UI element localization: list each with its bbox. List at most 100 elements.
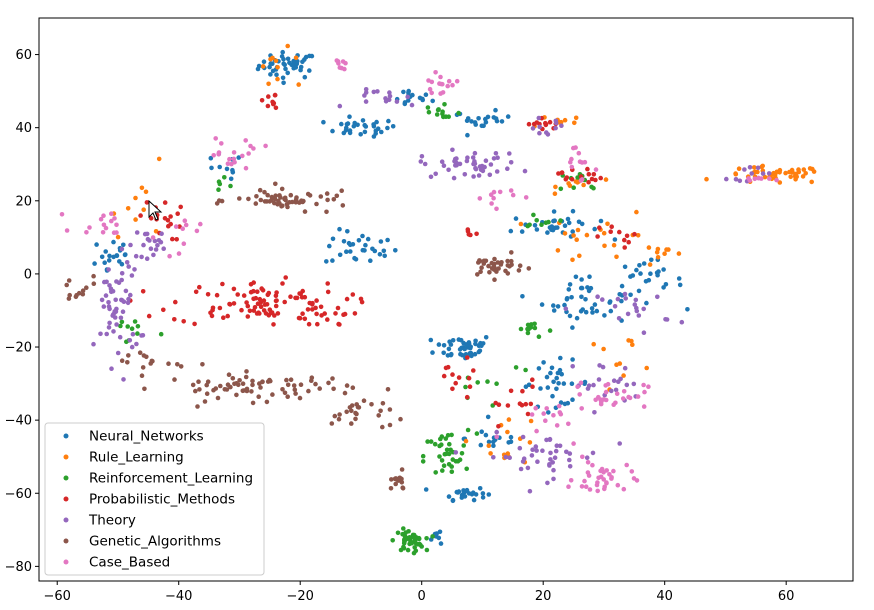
- data-point: [175, 362, 180, 367]
- data-point: [508, 188, 514, 193]
- data-point: [112, 216, 117, 221]
- data-point: [350, 292, 356, 297]
- data-point: [448, 342, 454, 347]
- data-point: [647, 262, 653, 267]
- data-point: [592, 302, 598, 307]
- data-point: [520, 294, 525, 299]
- data-point: [525, 330, 531, 336]
- data-point: [623, 296, 628, 301]
- data-point: [508, 434, 514, 440]
- data-point: [465, 116, 471, 121]
- data-point: [566, 220, 572, 226]
- y-axis: −80 −60 −40 −20 0 20 40 60: [5, 48, 39, 575]
- data-point: [350, 385, 356, 391]
- data-point: [167, 253, 172, 259]
- data-point: [297, 315, 303, 321]
- data-point: [762, 174, 768, 180]
- data-point: [622, 291, 628, 297]
- data-point: [389, 477, 394, 482]
- data-point: [469, 119, 474, 124]
- data-point: [631, 476, 637, 481]
- data-point: [551, 476, 556, 482]
- series-reinforcement-learning: [118, 102, 596, 556]
- data-point: [604, 468, 609, 473]
- data-point: [87, 225, 92, 230]
- data-point: [300, 288, 306, 294]
- data-point: [513, 216, 519, 221]
- data-point: [425, 439, 430, 444]
- data-point: [80, 288, 86, 294]
- data-point: [549, 224, 555, 229]
- data-point: [285, 43, 291, 49]
- data-point: [406, 529, 411, 534]
- data-point: [273, 293, 279, 299]
- legend-label: Neural_Networks: [89, 429, 204, 445]
- data-point: [424, 547, 430, 553]
- data-point: [491, 443, 496, 449]
- data-point: [237, 378, 242, 383]
- data-point: [119, 297, 125, 303]
- data-point: [453, 380, 459, 386]
- data-point: [494, 434, 500, 440]
- data-point: [441, 343, 447, 348]
- data-point: [235, 292, 240, 297]
- data-point: [241, 293, 247, 298]
- data-point: [266, 94, 271, 99]
- data-point: [777, 180, 783, 185]
- data-point: [230, 167, 235, 173]
- data-point: [210, 307, 215, 313]
- data-point: [476, 116, 481, 121]
- data-point: [306, 388, 311, 394]
- data-point: [604, 480, 609, 485]
- data-point: [466, 340, 472, 345]
- data-point: [196, 379, 201, 385]
- data-point: [570, 364, 575, 369]
- data-point: [777, 170, 782, 175]
- data-point: [300, 59, 305, 65]
- data-point: [528, 418, 534, 424]
- data-point: [107, 253, 112, 259]
- data-point: [491, 264, 497, 270]
- data-point: [568, 478, 574, 483]
- data-point: [578, 285, 584, 291]
- data-point: [733, 171, 738, 176]
- data-point: [493, 151, 499, 156]
- data-point: [218, 383, 223, 389]
- data-point: [211, 153, 216, 158]
- data-point: [344, 409, 350, 415]
- data-point: [151, 252, 156, 258]
- data-point: [124, 260, 130, 265]
- data-point: [510, 192, 516, 198]
- data-point: [554, 443, 560, 449]
- data-point: [551, 308, 557, 313]
- legend-label: Theory: [88, 513, 136, 529]
- data-point: [559, 371, 564, 377]
- series-probabilistic-methods: [128, 92, 637, 429]
- data-point: [505, 271, 511, 276]
- data-point: [279, 204, 284, 209]
- data-point: [628, 292, 633, 298]
- data-point: [476, 173, 482, 178]
- data-point: [259, 286, 265, 291]
- data-point: [602, 243, 607, 249]
- data-point: [319, 313, 324, 318]
- data-point: [440, 468, 445, 473]
- data-point: [677, 282, 683, 288]
- data-point: [449, 469, 455, 475]
- data-point: [140, 289, 146, 294]
- data-point: [446, 167, 451, 173]
- data-point: [461, 340, 466, 346]
- data-point: [436, 535, 442, 541]
- data-point: [622, 264, 628, 270]
- data-point: [426, 78, 431, 83]
- data-point: [562, 117, 568, 123]
- data-point: [574, 237, 579, 242]
- data-point: [446, 114, 452, 119]
- data-point: [121, 377, 126, 382]
- data-point: [370, 246, 375, 252]
- data-point: [462, 346, 468, 352]
- data-point: [347, 405, 353, 410]
- data-point: [268, 61, 274, 66]
- data-point: [747, 178, 753, 183]
- data-point: [546, 410, 551, 415]
